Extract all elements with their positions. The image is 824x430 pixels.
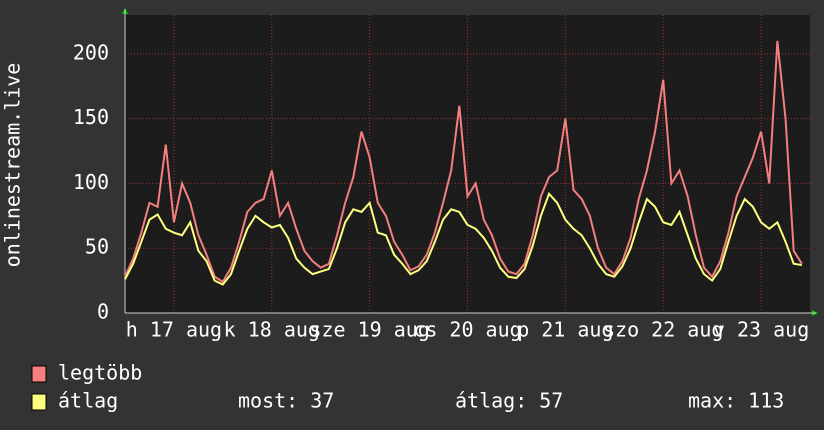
y-tick-label: 200 [73, 40, 109, 64]
x-tick-label: cs 20 aug [413, 318, 521, 342]
stat-value: 57 [539, 389, 563, 413]
y-tick-label: 0 [97, 300, 109, 324]
y-tick-label: 150 [73, 105, 109, 129]
x-tick-label: v 23 aug [713, 318, 809, 342]
stat-label: max: [688, 389, 736, 413]
series-line [124, 191, 803, 286]
x-tick-label: h 17 aug [126, 318, 222, 342]
plot-area [125, 15, 810, 313]
stat-label: most: [238, 389, 298, 413]
stat-label: átlag: [455, 389, 527, 413]
y-tick-label: 100 [73, 170, 109, 194]
stat-value: 37 [310, 389, 334, 413]
legend-label: átlag [58, 389, 118, 413]
legend-label: legtöbb [58, 361, 142, 385]
x-tick-label: sze 19 aug [309, 318, 429, 342]
series-line [124, 40, 803, 284]
legend-swatch [31, 365, 47, 383]
x-tick-label: szo 22 aug [603, 318, 723, 342]
y-tick-label: 50 [85, 235, 109, 259]
stat-value: 113 [748, 389, 784, 413]
legend-swatch [31, 393, 47, 411]
x-tick-label: p 21 aug [517, 318, 613, 342]
x-tick-label: k 18 aug [224, 318, 320, 342]
y-axis-label: onlinestream.live [1, 63, 25, 268]
